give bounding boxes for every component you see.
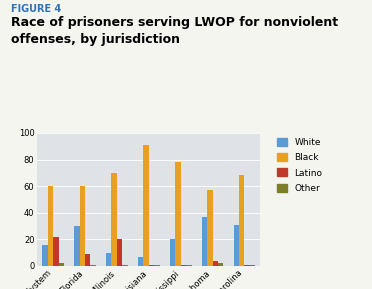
Bar — [42, 244, 48, 266]
Bar — [112, 173, 117, 266]
Bar — [234, 225, 239, 266]
Legend: White, Black, Latino, Other: White, Black, Latino, Other — [274, 135, 326, 196]
Bar — [250, 264, 255, 266]
Text: FIGURE 4: FIGURE 4 — [11, 4, 61, 14]
Bar — [74, 226, 80, 266]
Bar — [181, 264, 186, 266]
Bar — [218, 263, 224, 266]
Bar — [212, 261, 218, 266]
Bar — [154, 264, 160, 266]
Bar — [239, 175, 244, 266]
Text: Race of prisoners serving LWOP for nonviolent: Race of prisoners serving LWOP for nonvi… — [11, 16, 338, 29]
Text: offenses, by jurisdiction: offenses, by jurisdiction — [11, 33, 180, 46]
Bar — [58, 263, 64, 266]
Bar — [85, 254, 90, 266]
Bar — [53, 237, 58, 266]
Bar — [170, 239, 175, 266]
Bar — [48, 186, 53, 266]
Bar — [207, 190, 212, 266]
Bar — [143, 145, 149, 266]
Bar — [122, 264, 128, 266]
Bar — [80, 186, 85, 266]
Bar — [202, 217, 207, 266]
Bar — [244, 264, 250, 266]
Bar — [149, 264, 154, 266]
Bar — [186, 264, 192, 266]
Bar — [175, 162, 181, 266]
Bar — [90, 264, 96, 266]
Bar — [138, 257, 143, 266]
Bar — [106, 253, 112, 266]
Bar — [117, 239, 122, 266]
